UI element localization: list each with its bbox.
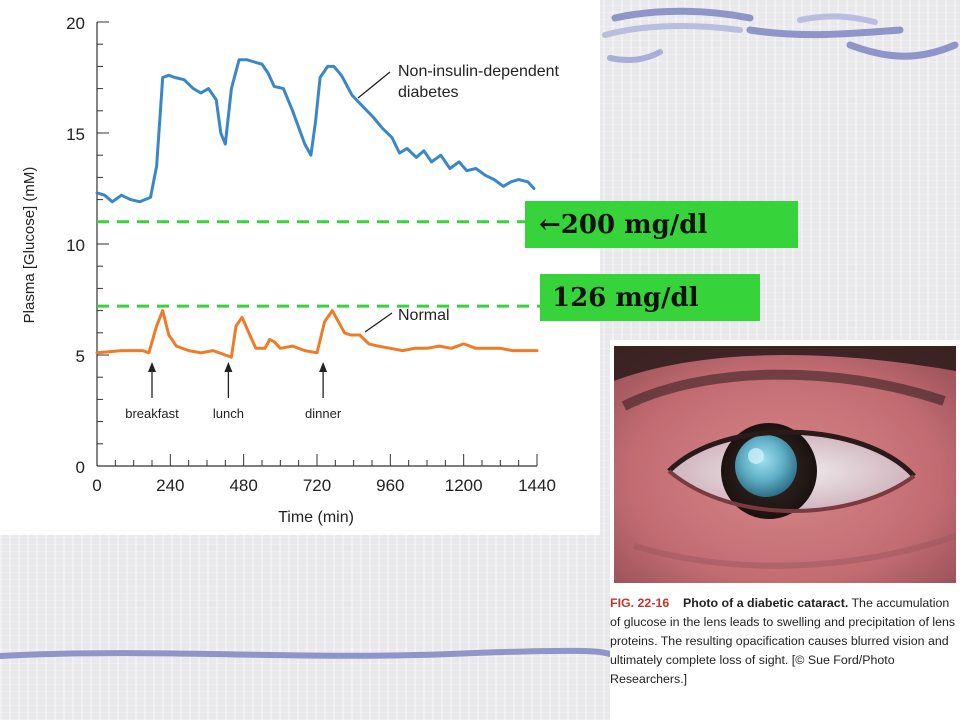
meal-arrow-head — [319, 362, 328, 372]
chart-panel: 0 5 10 15 20 0 240 480 720 960 1200 1440 breakfast l… — [0, 0, 600, 535]
glucose-chart: 0 5 10 15 20 0 240 480 720 960 1200 1440 breakfast l… — [21, 14, 560, 526]
meal-label: lunch — [213, 406, 244, 421]
x-tick-label: 240 — [156, 476, 184, 495]
x-tick-label: 480 — [229, 476, 257, 495]
normal-annotation: Normal — [398, 307, 450, 324]
meal-markers: breakfast lunch dinner — [125, 362, 342, 421]
x-axis-label: Time (min) — [278, 509, 354, 526]
chart-annotations: Non-insulin-dependent diabetes Normal — [357, 63, 560, 333]
x-tick-label: 960 — [376, 476, 404, 495]
decorative-ribbon-top — [602, 7, 959, 63]
figure-caption: FIG. 22-16 Photo of a diabetic cataract.… — [610, 594, 960, 689]
y-tick-label: 0 — [76, 458, 85, 477]
x-tick-label: 0 — [92, 476, 101, 495]
figure-title: Photo of a diabetic cataract. — [683, 596, 849, 610]
diabetes-annotation: Non-insulin-dependent — [398, 63, 560, 80]
threshold-126-text: 126 mg/dl — [552, 282, 699, 313]
y-tick-label: 20 — [66, 14, 85, 33]
normal-series-line — [95, 309, 539, 359]
threshold-200-text: ←200 mg/dl — [539, 209, 708, 240]
figure-caption-text: The accumulation of glucose in the lens … — [610, 596, 956, 686]
meal-arrow-head — [148, 362, 156, 372]
y-tick-label: 10 — [66, 236, 85, 255]
threshold-126-label: 126 mg/dl — [540, 274, 760, 321]
diabetic-cataract-eye-photo — [614, 346, 956, 583]
normal-leader-line — [364, 312, 393, 333]
chart-series — [95, 58, 539, 359]
figure-label: FIG. 22-16 — [610, 596, 670, 610]
meal-arrow-head — [224, 362, 233, 372]
y-axis-label: Plasma [Glucose] (mM) — [21, 167, 38, 324]
diabetes-annotation-line2: diabetes — [398, 84, 459, 101]
x-tick-label: 720 — [303, 476, 331, 495]
x-tick-label: 1440 — [518, 476, 556, 495]
meal-label: breakfast — [125, 406, 179, 421]
threshold-200-label: ←200 mg/dl — [525, 201, 798, 248]
diabetes-series-line — [95, 58, 536, 204]
chart-axes: 0 5 10 15 20 0 240 480 720 960 1200 1440 — [66, 14, 556, 495]
figure-panel: FIG. 22-16 Photo of a diabetic cataract.… — [610, 340, 960, 720]
meal-label: dinner — [305, 406, 342, 421]
x-tick-label: 1200 — [445, 476, 483, 495]
y-tick-label: 15 — [66, 125, 85, 144]
decorative-ribbon-bottom — [0, 647, 610, 659]
y-tick-label: 5 — [76, 347, 85, 366]
diabetes-leader-line — [357, 71, 391, 99]
